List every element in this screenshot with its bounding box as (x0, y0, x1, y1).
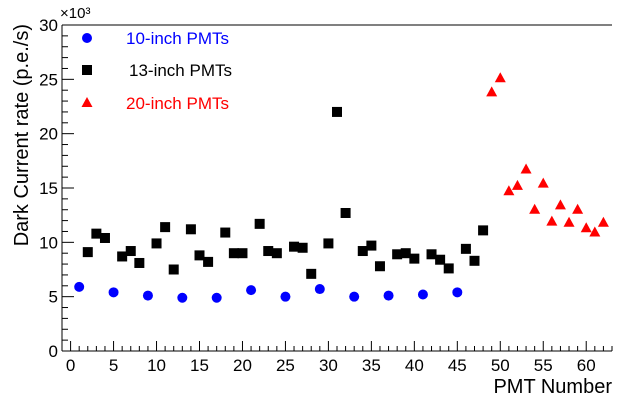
data-point (374, 261, 385, 272)
x-tick-label: 5 (109, 356, 118, 375)
data-point (417, 289, 428, 300)
data-point (125, 246, 136, 257)
data-point (91, 228, 102, 239)
x-axis-title: PMT Number (493, 376, 612, 398)
y-tick-label: 20 (39, 125, 58, 144)
data-point (194, 250, 205, 261)
data-point (486, 86, 498, 97)
data-point (160, 222, 171, 233)
series-2 (486, 72, 609, 237)
data-point (323, 238, 334, 249)
data-point (546, 215, 558, 226)
data-point (435, 254, 446, 265)
series-1 (82, 106, 489, 279)
series-0 (74, 281, 463, 303)
y-tick-label: 25 (39, 70, 58, 89)
legend-label: 10-inch PMTs (126, 29, 229, 48)
data-point (332, 106, 342, 117)
y-multiplier-label: ×10³ (60, 5, 90, 22)
data-point (237, 248, 248, 259)
data-point (597, 216, 609, 227)
data-point (246, 285, 257, 296)
data-point (314, 284, 325, 295)
data-point (185, 224, 196, 235)
data-point (151, 238, 162, 249)
data-point (554, 199, 566, 210)
legend-label: 13-inch PMTs (129, 61, 232, 80)
data-point (134, 257, 145, 268)
x-tick-label: 0 (66, 356, 75, 375)
data-point (478, 225, 489, 236)
data-point (271, 248, 282, 259)
legend-marker (81, 97, 93, 107)
data-point (537, 177, 549, 188)
x-tick-label: 15 (190, 356, 209, 375)
x-tick-label: 10 (147, 356, 166, 375)
x-tick-label: 60 (577, 356, 596, 375)
data-point (529, 203, 541, 214)
data-point (572, 203, 584, 214)
x-tick-label: 25 (276, 356, 295, 375)
data-point (263, 246, 274, 257)
data-point (254, 218, 265, 229)
x-tick-label: 55 (534, 356, 553, 375)
data-point (426, 249, 437, 260)
x-tick-label: 40 (405, 356, 424, 375)
data-point (511, 179, 523, 190)
data-point (142, 290, 153, 301)
data-point (74, 281, 85, 292)
y-tick-label: 0 (49, 342, 58, 361)
data-point (117, 251, 128, 262)
data-point (366, 240, 377, 251)
data-point (452, 287, 463, 298)
data-point (460, 243, 471, 254)
data-point (383, 290, 394, 301)
data-point (494, 72, 506, 83)
data-point (306, 268, 317, 279)
data-point (392, 249, 403, 260)
data-point (520, 163, 532, 174)
data-point (357, 246, 368, 257)
y-tick-label: 30 (39, 16, 58, 35)
data-point (108, 287, 119, 298)
legend-marker (82, 65, 92, 75)
x-tick-label: 20 (233, 356, 252, 375)
data-point (409, 253, 420, 264)
data-point (469, 255, 480, 266)
data-point (203, 256, 214, 267)
data-point (211, 292, 222, 303)
data-point (228, 248, 239, 259)
data-point (503, 185, 515, 196)
data-point (589, 226, 601, 237)
data-point (443, 263, 454, 274)
x-tick-label: 35 (362, 356, 381, 375)
x-tick-label: 45 (448, 356, 467, 375)
x-tick-label: 30 (319, 356, 338, 375)
y-axis-title: Dark Current rate (p.e./s) (11, 24, 33, 246)
legend-label: 20-inch PMTs (126, 94, 229, 113)
data-point (563, 216, 575, 227)
data-point (580, 222, 592, 233)
y-tick-label: 5 (49, 288, 58, 307)
data-point (289, 241, 300, 252)
y-tick-label: 10 (39, 233, 58, 252)
data-point (99, 232, 110, 243)
y-tick-label: 15 (39, 179, 58, 198)
legend-marker (82, 33, 92, 43)
data-point (220, 227, 231, 238)
data-point (280, 291, 291, 302)
data-point (297, 242, 308, 253)
x-tick-label: 50 (491, 356, 510, 375)
data-point (340, 207, 351, 218)
data-point (177, 292, 188, 303)
data-point (400, 248, 411, 259)
data-point (168, 264, 179, 275)
data-point (82, 247, 93, 258)
data-point (349, 291, 360, 302)
